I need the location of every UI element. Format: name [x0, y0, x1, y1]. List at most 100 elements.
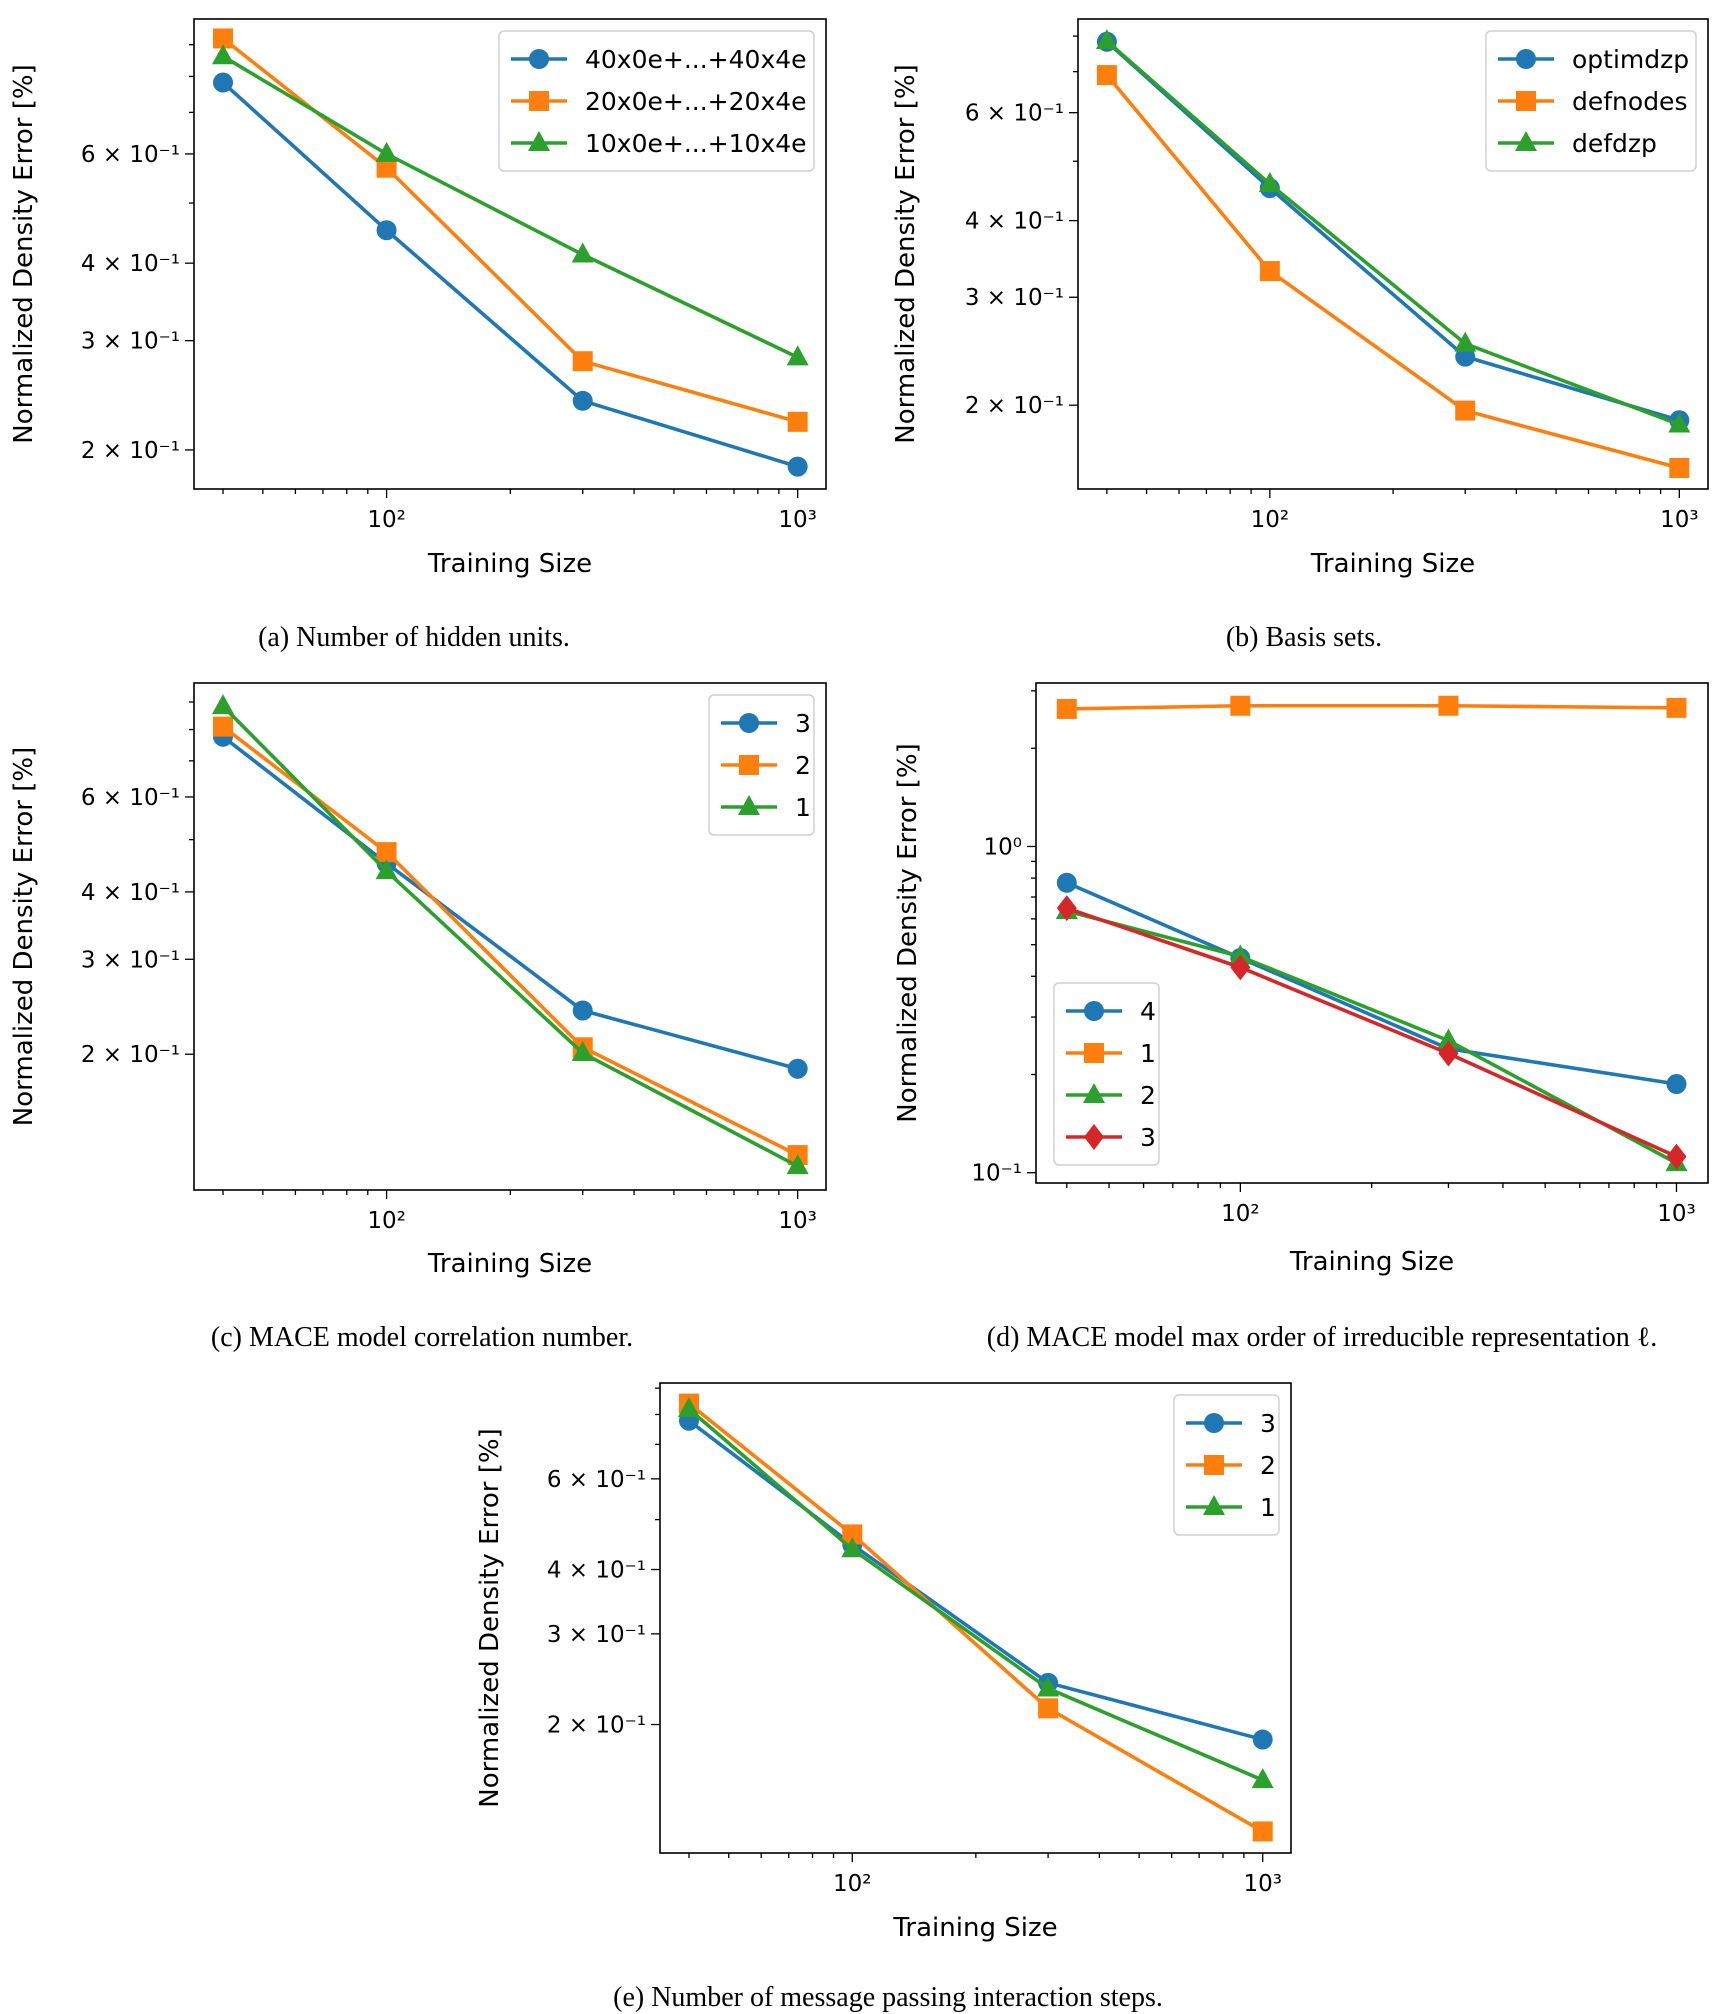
x-axis-label: Training Size: [1310, 549, 1475, 579]
legend-item: 3: [1066, 1123, 1156, 1152]
legend: 3 2 1: [708, 694, 815, 836]
legend-label: 3: [1260, 1409, 1276, 1438]
axes-frame: [193, 18, 827, 490]
data-point: [1230, 695, 1251, 716]
legend: 4 1 2 3: [1053, 982, 1160, 1166]
data-point: [1096, 65, 1117, 86]
y-tick-label: 6 × 10⁻¹: [965, 101, 1064, 127]
data-point: [786, 345, 809, 366]
legend-label: 2: [1260, 1451, 1276, 1480]
data-point: [1666, 697, 1687, 718]
legend-item: 2: [721, 751, 811, 780]
x-tick-label: 10³: [1657, 1201, 1696, 1227]
chart-panel-b: 10² 10³ 2 × 10⁻¹ 3 × 10⁻¹ 4 × 10⁻¹ 6 × 10⁻¹ Tr…: [891, 18, 1709, 653]
legend-item: 40x0e+...+40x4e: [511, 45, 807, 74]
y-tick-label: 4 × 10⁻¹: [81, 251, 180, 277]
series-line: [221, 704, 799, 1168]
data-point: [212, 44, 235, 65]
data-point: [571, 1041, 594, 1062]
data-point: [213, 72, 234, 93]
y-tick-label: 2 × 10⁻¹: [81, 1042, 180, 1068]
series-3: [1056, 895, 1687, 1170]
y-tick-label: 6 × 10⁻¹: [81, 142, 180, 168]
y-tick-label: 6 × 10⁻¹: [547, 1467, 646, 1493]
data-point: [1437, 1028, 1460, 1049]
legend-item: defdzp: [1498, 129, 1657, 158]
axes-frame: [193, 682, 827, 1191]
x-axis-label: Training Size: [892, 1913, 1057, 1943]
axes-frame: [1035, 682, 1709, 1184]
panel-caption: (d) MACE model max order of irreducible …: [987, 1322, 1657, 1353]
data-point: [1666, 1143, 1687, 1170]
data-point: [213, 28, 234, 49]
data-point: [376, 220, 397, 241]
series-2: [1095, 29, 1691, 433]
y-tick-label: 4 × 10⁻¹: [81, 880, 180, 906]
series-line: [221, 81, 799, 469]
y-tick-label: 10⁻¹: [971, 1161, 1022, 1187]
data-point: [1230, 954, 1251, 981]
data-point: [1454, 331, 1477, 352]
y-tick-label: 10⁰: [984, 834, 1023, 860]
series-line: [1066, 881, 1677, 1086]
legend-item: 2: [1186, 1451, 1276, 1480]
series-2: [212, 44, 809, 366]
data-point: [1056, 698, 1077, 719]
legend-marker: [1084, 1043, 1104, 1063]
data-point: [1252, 1729, 1273, 1750]
legend-item: 1: [1186, 1493, 1276, 1522]
axes-frame: [659, 1382, 1292, 1854]
legend-label: optimdzp: [1572, 45, 1689, 74]
data-point: [375, 859, 398, 880]
legend-marker: [528, 131, 550, 151]
y-axis-label: Normalized Density Error [%]: [9, 747, 39, 1126]
legend-marker: [1203, 1495, 1225, 1515]
legend-box: [1485, 30, 1697, 172]
x-tick-label: 10³: [1660, 507, 1699, 533]
data-point: [1251, 1768, 1274, 1789]
series-line: [1066, 703, 1677, 711]
legend-marker: [739, 755, 759, 775]
data-point: [677, 1396, 700, 1417]
data-point: [842, 1524, 863, 1545]
data-point: [1259, 261, 1280, 282]
data-point: [375, 141, 398, 162]
data-point: [1438, 695, 1459, 716]
series-line: [1105, 73, 1680, 470]
data-point: [213, 716, 234, 737]
data-point: [1666, 1074, 1687, 1095]
x-tick-label: 10²: [1221, 1201, 1260, 1227]
legend-label: 1: [1140, 1039, 1156, 1068]
x-tick-label: 10²: [833, 1871, 872, 1897]
legend-item: 1: [721, 793, 811, 822]
panel-caption: (b) Basis sets.: [1226, 622, 1382, 653]
legend-item: 2: [1066, 1081, 1156, 1110]
panel-caption: (e) Number of message passing interactio…: [613, 1982, 1163, 2013]
y-tick-label: 3 × 10⁻¹: [81, 329, 180, 355]
data-point: [1038, 1698, 1059, 1719]
x-axis-label: Training Size: [1289, 1247, 1454, 1277]
x-tick-label: 10²: [367, 507, 406, 533]
y-axis-label: Normalized Density Error [%]: [475, 1428, 505, 1807]
series-line: [1105, 39, 1680, 427]
series-line: [687, 1402, 1264, 1833]
data-point: [1252, 1821, 1273, 1842]
legend-marker: [1204, 1455, 1224, 1475]
x-tick-label: 10³: [1243, 1871, 1282, 1897]
y-tick-label: 4 × 10⁻¹: [547, 1558, 646, 1584]
data-point: [212, 694, 235, 715]
legend-marker: [1516, 49, 1536, 69]
legend: optimdzp defnodes defdzp: [1485, 30, 1697, 172]
data-point: [1056, 872, 1077, 893]
chart-panel-d: 10² 10³ 10⁻¹ 10⁰ Training Size Normalized Den…: [893, 682, 1709, 1353]
legend-label: 3: [1140, 1123, 1156, 1152]
legend-item: defnodes: [1498, 87, 1687, 116]
series-line: [687, 1407, 1264, 1782]
legend-box: [1053, 982, 1160, 1166]
y-axis-label: Normalized Density Error [%]: [9, 64, 39, 443]
legend: 40x0e+...+40x4e 20x0e+...+20x4e 10x0e+...+…: [498, 30, 815, 172]
series-1: [1056, 695, 1687, 719]
chart-panel-e: 10² 10³ 2 × 10⁻¹ 3 × 10⁻¹ 4 × 10⁻¹ 6 × 10⁻¹ Tr…: [475, 1382, 1292, 2013]
data-point: [786, 1154, 809, 1175]
legend-label: defnodes: [1572, 87, 1687, 116]
